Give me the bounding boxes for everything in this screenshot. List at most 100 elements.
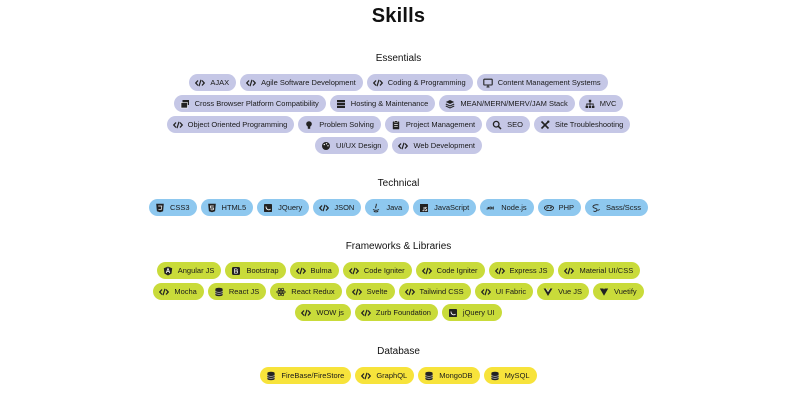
- skill-chip-code-igniter: Code Igniter: [415, 262, 485, 279]
- lightbulb-icon: [304, 120, 314, 130]
- skill-chip-label: FireBase/FireStore: [281, 371, 345, 380]
- code-icon: [246, 78, 257, 88]
- skill-chip-label: React JS: [228, 287, 260, 296]
- skill-chip-material-ui-css: Material UI/CSS: [558, 262, 641, 279]
- layers-icon: [445, 99, 455, 109]
- search-icon: [492, 120, 502, 130]
- skill-chip-wow-js: WOW js: [295, 304, 351, 321]
- skill-chip-mongodb: MongoDB: [418, 367, 480, 384]
- javascript-icon: [419, 203, 429, 213]
- essentials-chip-row: AJAX Agile Software Development Coding & P…: [0, 74, 797, 91]
- skill-chip-javascript: JavaScript: [413, 199, 477, 216]
- skill-chip-agile-software-development: Agile Software Development: [240, 74, 363, 91]
- skill-chip-zurb-foundation: Zurb Foundation: [354, 304, 438, 321]
- code-icon: [361, 371, 372, 381]
- sass-icon: [591, 203, 601, 213]
- sitemap-icon: [585, 99, 595, 109]
- skill-chip-label: Java: [386, 203, 403, 212]
- clipboard-icon: [391, 119, 401, 130]
- database-icon: [490, 371, 500, 381]
- skill-chip-label: Coding & Programming: [387, 78, 466, 87]
- database-icon: [214, 287, 224, 297]
- frameworks-chip-row: Mocha React JS React Redux Svelte Tailwind C…: [0, 283, 797, 300]
- section-title-essentials: Essentials: [375, 53, 422, 64]
- jquery-icon: [263, 203, 273, 213]
- skill-chip-label: JQuery: [278, 203, 303, 212]
- code-icon: [319, 203, 330, 213]
- skill-chip-java: Java: [365, 199, 410, 216]
- skill-chip-label: MVC: [599, 99, 617, 108]
- skill-chip-label: Agile Software Development: [261, 78, 356, 87]
- code-icon: [494, 266, 505, 276]
- skill-chip-ui-fabric: UI Fabric: [474, 283, 534, 300]
- code-icon: [301, 308, 312, 318]
- skill-chip-label: Vuetify: [614, 287, 637, 296]
- code-icon: [372, 78, 383, 88]
- skill-chip-firebase-firestore: FireBase/FireStore: [260, 367, 352, 384]
- skill-chip-label: HTML5: [221, 203, 247, 212]
- skill-chip-label: MEAN/MERN/MERV/JAM Stack: [460, 99, 568, 108]
- skill-chip-content-management-systems: Content Management Systems: [476, 74, 608, 91]
- essentials-chip-row: Object Oriented Programming Problem Solvi…: [0, 116, 797, 133]
- skill-chip-mvc: MVC: [578, 95, 624, 112]
- skill-chip-tailwind-css: Tailwind CSS: [398, 283, 471, 300]
- skill-chip-graphql: GraphQL: [355, 367, 415, 384]
- skill-chip-html5: HTML5: [200, 199, 254, 216]
- php-icon: [543, 203, 554, 213]
- skill-chip-ajax: AJAX: [189, 74, 237, 91]
- skill-chip-angular-js: Angular JS: [156, 262, 222, 279]
- server-icon: [336, 99, 346, 109]
- code-icon: [398, 141, 409, 151]
- angular-icon: [163, 266, 173, 276]
- database-icon: [424, 371, 434, 381]
- skill-chip-label: Mocha: [174, 287, 197, 296]
- monitor-icon: [482, 78, 493, 88]
- skill-chip-hosting-maintenance: Hosting & Maintenance: [329, 95, 436, 112]
- vuetify-icon: [599, 287, 609, 297]
- skill-chip-label: SEO: [507, 120, 523, 129]
- skill-chip-svelte: Svelte: [345, 283, 395, 300]
- skill-chip-bulma: Bulma: [289, 262, 339, 279]
- tools-icon: [540, 120, 550, 130]
- section-title-frameworks: Frameworks & Libraries: [345, 241, 452, 252]
- skill-chip-react-redux: React Redux: [270, 283, 342, 300]
- skill-chip-mysql: MySQL: [483, 367, 537, 384]
- skill-chip-label: Zurb Foundation: [375, 308, 431, 317]
- skill-chip-bootstrap: Bootstrap: [225, 262, 286, 279]
- skill-chip-label: Angular JS: [177, 266, 215, 275]
- section-title-database: Database: [377, 346, 420, 357]
- skill-chip-label: Project Management: [405, 120, 476, 129]
- skill-chip-label: PHP: [558, 203, 575, 212]
- frameworks-chip-row: WOW js Zurb Foundation jQuery UI: [0, 304, 797, 321]
- skill-chip-label: jQuery UI: [462, 308, 495, 317]
- skill-chip-code-igniter: Code Igniter: [342, 262, 412, 279]
- skill-chip-label: WOW js: [316, 308, 344, 317]
- technical-chip-list: CSS3 HTML5 JQuery JSON Java JavaScript Node.js…: [0, 199, 797, 220]
- html5-icon: [207, 203, 217, 213]
- skill-chip-label: UI Fabric: [495, 287, 527, 296]
- skill-chip-json: JSON: [313, 199, 362, 216]
- skill-chip-label: Node.js: [501, 203, 527, 212]
- nodejs-icon: [486, 203, 496, 213]
- skill-chip-sass-scss: Sass/Scss: [585, 199, 649, 216]
- code-icon: [172, 120, 183, 130]
- page-title: Skills: [371, 5, 426, 27]
- skill-chip-label: MongoDB: [439, 371, 473, 380]
- skill-chip-express-js: Express JS: [488, 262, 555, 279]
- skill-chip-seo: SEO: [486, 116, 530, 133]
- skill-chip-label: CSS3: [169, 203, 190, 212]
- skill-chip-vuetify: Vuetify: [593, 283, 644, 300]
- skill-chip-label: Vue JS: [558, 287, 583, 296]
- jquery-icon: [448, 308, 458, 318]
- section-title-technical: Technical: [377, 178, 420, 189]
- skill-chip-label: Sass/Scss: [606, 203, 642, 212]
- skill-chip-cross-browser-platform-compatibility: Cross Browser Platform Compatibility: [173, 95, 326, 112]
- skill-chip-label: Tailwind CSS: [419, 287, 464, 296]
- skill-chip-mocha: Mocha: [153, 283, 204, 300]
- code-icon: [295, 266, 306, 276]
- skill-chip-label: GraphQL: [376, 371, 408, 380]
- database-chip-row: FireBase/FireStore GraphQL MongoDB MySQL: [0, 367, 797, 384]
- skill-chip-label: React Redux: [291, 287, 335, 296]
- skill-chip-ui-ux-design: UI/UX Design: [315, 137, 389, 154]
- skill-chip-web-development: Web Development: [392, 137, 482, 154]
